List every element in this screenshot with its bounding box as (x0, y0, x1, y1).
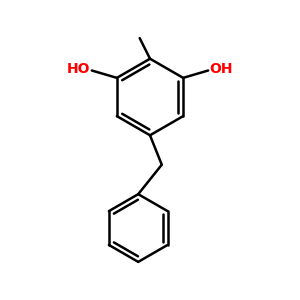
Text: OH: OH (210, 62, 233, 76)
Text: HO: HO (67, 62, 90, 76)
